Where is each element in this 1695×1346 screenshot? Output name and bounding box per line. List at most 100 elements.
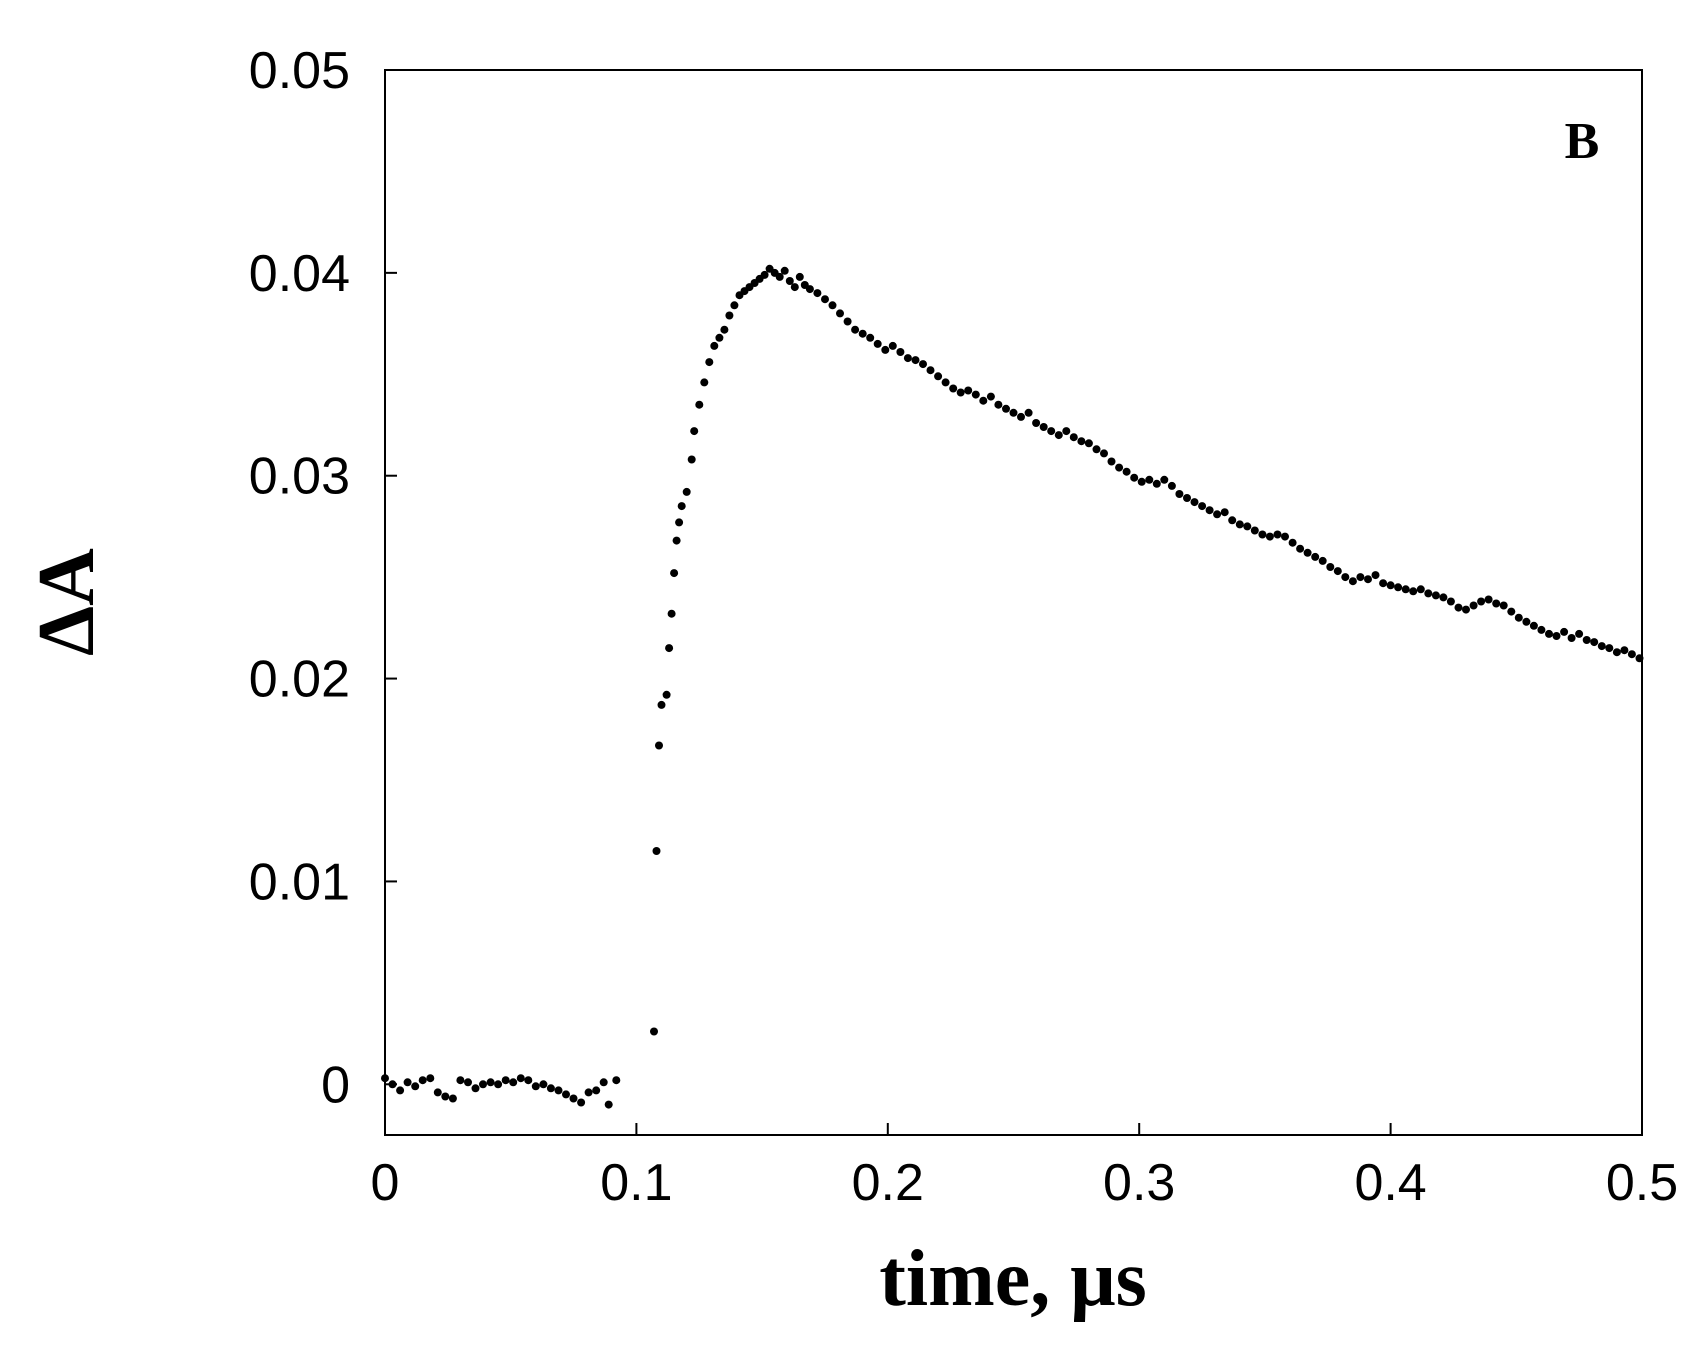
data-point [652,847,661,855]
data-point [599,1078,608,1087]
data-point [821,295,829,304]
data-point [1288,538,1297,547]
data-point [464,1078,472,1087]
data-point [903,354,912,363]
data-point [388,1080,397,1089]
data-point [509,1078,518,1087]
data-point [1462,605,1470,614]
data-point [919,360,927,369]
x-axis-title: time, μs [879,1235,1147,1323]
data-point [1416,585,1425,594]
data-point [866,333,875,342]
data-point [1612,648,1621,657]
data-point [1371,571,1380,580]
data-point [971,390,980,399]
data-point [730,301,739,310]
data-point [1364,575,1372,584]
data-point [665,644,674,653]
x-tick-label: 0.4 [1354,1154,1426,1212]
data-point [1401,585,1410,594]
data-point [1100,449,1108,458]
data-point [494,1080,503,1089]
data-point [1130,473,1139,482]
data-point [725,311,734,320]
data-point [682,487,691,496]
data-point [677,502,686,511]
data-point [1567,634,1576,642]
data-point [433,1088,442,1097]
data-point [1477,597,1486,606]
data-point [1152,479,1161,488]
data-points [381,264,1644,1109]
data-point [1627,650,1636,659]
data-point [1386,581,1395,590]
data-point [1190,498,1199,507]
data-point [672,536,681,545]
data-point [426,1074,435,1083]
data-point [418,1076,427,1085]
data-point [949,384,958,393]
data-point [1469,601,1478,610]
y-tick-label: 0.02 [249,651,350,709]
data-point [569,1094,578,1103]
data-point [1258,530,1267,539]
data-point [994,400,1003,409]
data-point [775,272,784,281]
x-tick-label: 0.3 [1103,1154,1175,1212]
data-point [1333,567,1342,576]
y-tick-label: 0.05 [249,42,350,100]
data-point [456,1076,465,1085]
plot-frame [384,69,1643,1136]
data-point [1514,613,1523,622]
data-point [1084,439,1093,448]
data-point [1145,475,1154,484]
data-point [710,341,719,350]
data-point [657,700,666,709]
y-axis-title: ΔA [23,548,111,656]
data-point [1047,427,1056,436]
data-point [524,1076,533,1085]
data-point [1183,494,1191,502]
data-point [695,400,704,409]
data-point [888,341,897,350]
data-point [1537,625,1546,634]
data-point [690,427,699,436]
data-point [403,1078,412,1087]
data-point [1492,599,1501,608]
data-point [471,1084,480,1093]
data-point [1220,508,1229,517]
data-point [1311,552,1320,561]
data-point [1137,477,1146,486]
data-point [1620,646,1629,655]
data-point [411,1082,420,1091]
data-point [479,1080,487,1089]
y-tick-label: 0 [321,1056,350,1114]
data-point [1431,591,1440,600]
data-point [1167,481,1176,490]
data-point [1484,595,1493,604]
data-point [1250,526,1259,535]
data-point [655,741,663,750]
data-point [843,317,852,326]
data-point [687,455,696,464]
data-point [813,289,822,298]
data-point [720,325,729,334]
y-axis: 0 0.01 0.02 0.03 0.04 0.05 [249,42,397,1114]
data-point [1062,427,1071,436]
data-point [1379,579,1388,588]
y-tick-label: 0.03 [249,448,350,506]
data-point [441,1092,450,1101]
data-point [1115,463,1124,472]
data-point [546,1084,555,1093]
data-point [1605,644,1614,653]
data-point [1318,556,1327,565]
data-point [1597,642,1606,651]
data-point [675,518,684,527]
data-point [1522,617,1531,626]
data-point [881,345,890,354]
data-point [795,272,804,281]
data-point [1002,404,1010,413]
data-point [650,1027,658,1036]
panel-label: B [1565,113,1600,170]
